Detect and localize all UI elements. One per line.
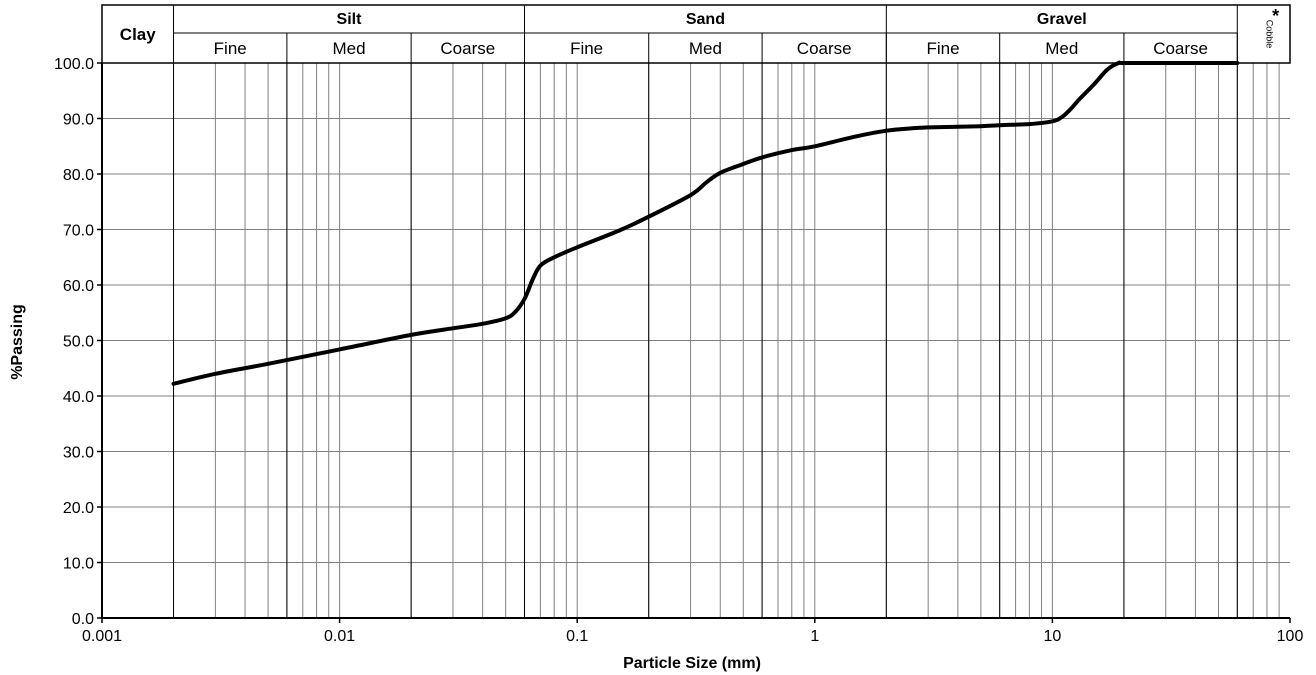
y-tick-label: 30.0 xyxy=(63,445,94,462)
gradation-curve-layer xyxy=(171,60,1240,386)
group-label-gravel: Gravel xyxy=(1037,11,1087,28)
subgroup-label: Med xyxy=(689,39,722,58)
clay-label: Clay xyxy=(120,25,156,44)
y-tick-label: 90.0 xyxy=(63,112,94,129)
subgroup-label: Coarse xyxy=(440,39,495,58)
subgroup-label: Med xyxy=(332,39,365,58)
grid-lines xyxy=(102,63,1290,618)
classification-header: Clay Silt Fine Med Coarse Sand Fine Med Coarse Gr… xyxy=(101,4,1291,64)
header-frame xyxy=(101,4,1291,64)
axes: 0.010.020.030.040.050.060.070.080.090.01… xyxy=(54,56,1303,645)
y-tick-label: 50.0 xyxy=(63,334,94,351)
y-tick-label: 80.0 xyxy=(63,167,94,184)
subgroup-label: Coarse xyxy=(797,39,852,58)
subgroup-label: Fine xyxy=(214,39,247,58)
group-label-sand: Sand xyxy=(686,11,725,28)
subgroup-label: Fine xyxy=(926,39,959,58)
y-tick-label: 60.0 xyxy=(63,278,94,295)
subgroup-label: Med xyxy=(1045,39,1078,58)
y-tick-label: 10.0 xyxy=(63,556,94,573)
y-tick-label: 20.0 xyxy=(63,500,94,517)
group-label-silt: Silt xyxy=(337,11,363,28)
y-axis-label: %Passing xyxy=(9,304,26,380)
x-tick-label: 0.1 xyxy=(566,628,588,645)
x-tick-label: 0.01 xyxy=(324,628,355,645)
x-tick-label: 0.001 xyxy=(82,628,122,645)
cobble-asterisk: * xyxy=(1272,6,1279,26)
y-tick-label: 70.0 xyxy=(63,223,94,240)
x-tick-label: 100 xyxy=(1277,628,1304,645)
gradation-curve-series-0 xyxy=(171,60,1240,386)
y-tick-label: 0.0 xyxy=(72,611,94,628)
subgroup-label: Coarse xyxy=(1153,39,1208,58)
x-tick-label: 10 xyxy=(1044,628,1062,645)
x-tick-label: 1 xyxy=(810,628,819,645)
y-tick-label: 40.0 xyxy=(63,389,94,406)
x-axis-label: Particle Size (mm) xyxy=(623,655,761,672)
y-tick-label: 100.0 xyxy=(54,56,94,73)
cobble-label: Cobble xyxy=(1265,20,1275,49)
subgroup-label: Fine xyxy=(570,39,603,58)
